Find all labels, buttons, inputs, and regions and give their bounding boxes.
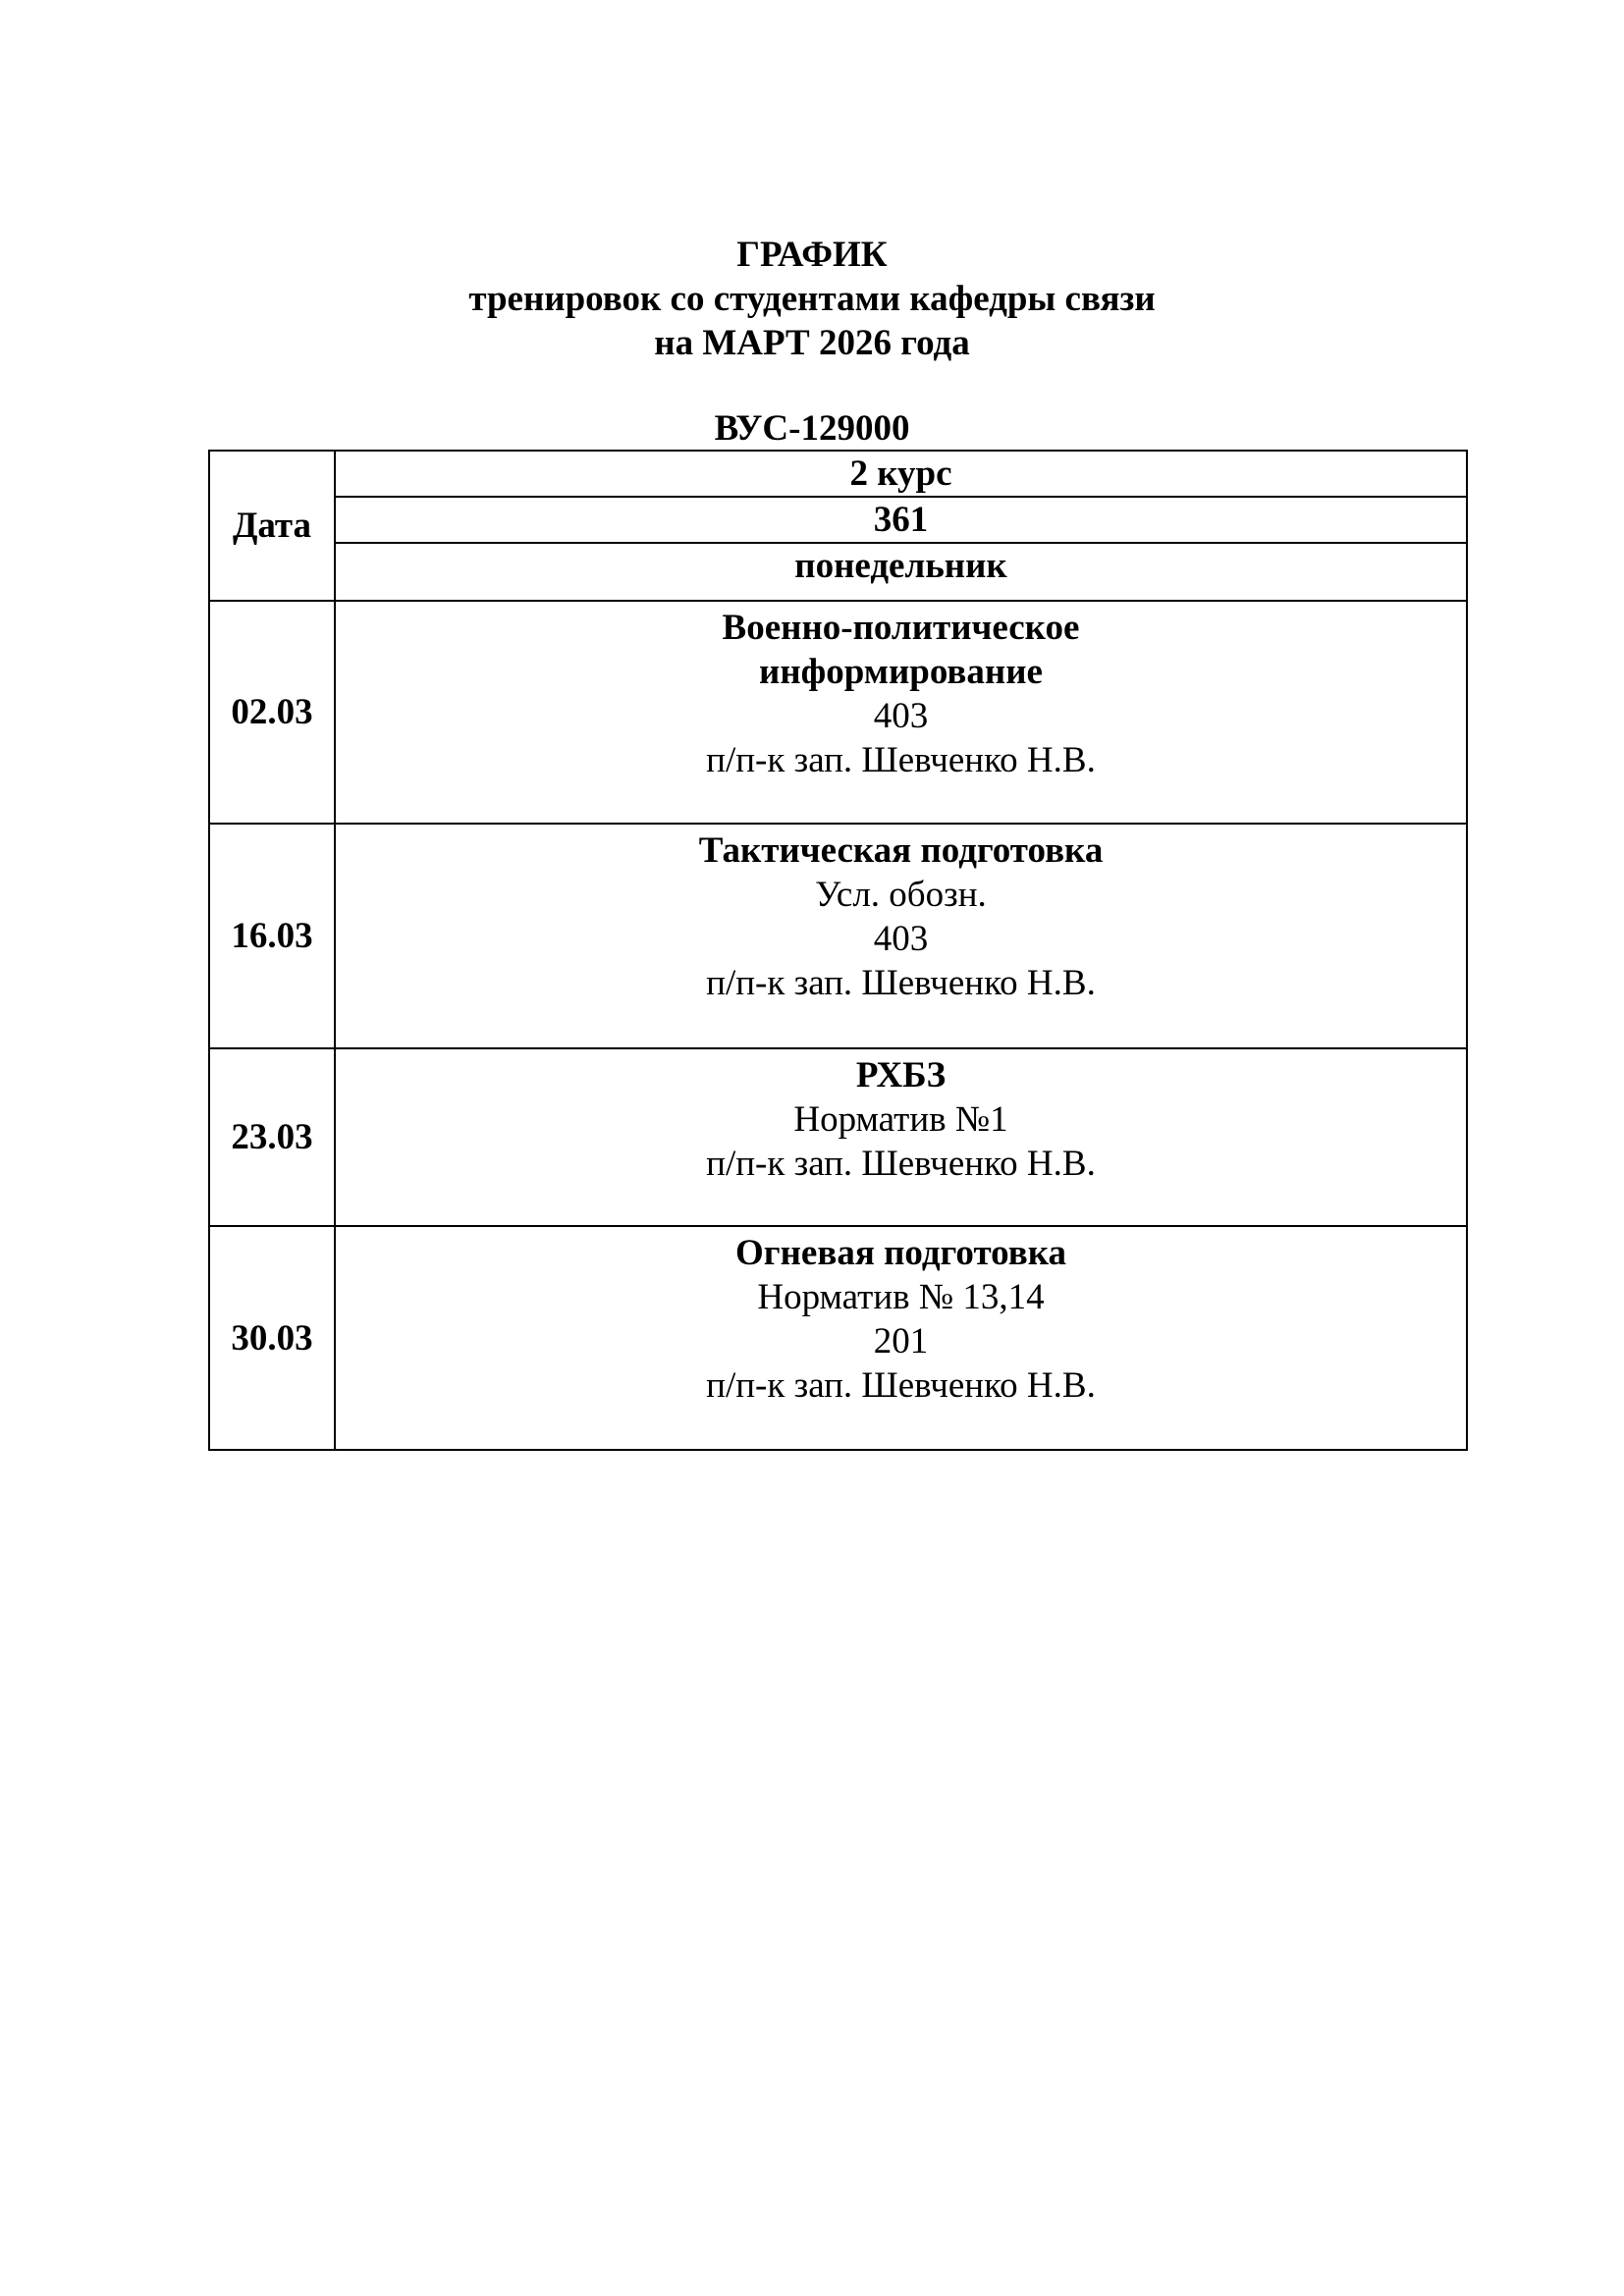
table-row: 23.03 РХБЗ Норматив №1 п/п-к зап. Шевчен… <box>208 1047 1468 1227</box>
table-row: 02.03 Военно-политическое информирование… <box>208 600 1468 825</box>
group-header: 361 <box>334 496 1468 544</box>
title-line-3: на МАРТ 2026 года <box>654 323 970 363</box>
course-header: 2 курс <box>334 450 1468 498</box>
weekday-header: понедельник <box>334 542 1468 602</box>
row-subject: Военно-политическое <box>722 608 1080 648</box>
row-date: 23.03 <box>208 1047 336 1227</box>
table-row: 16.03 Тактическая подготовка Усл. обозн.… <box>208 823 1468 1049</box>
title-line-2: тренировок со студентами кафедры связи <box>468 279 1156 319</box>
date-header: Дата <box>208 450 336 602</box>
row-instructor: п/п-к зап. Шевченко Н.В. <box>706 963 1096 1003</box>
row-topic: Норматив № 13,14 <box>757 1277 1045 1317</box>
row-instructor: п/п-к зап. Шевченко Н.В. <box>706 1365 1096 1406</box>
schedule-table: Дата 2 курс 361 понедельник 02.03 Военно… <box>208 450 1468 1451</box>
row-subject: РХБЗ <box>855 1055 947 1095</box>
table-row: 30.03 Огневая подготовка Норматив № 13,1… <box>208 1225 1468 1451</box>
row-room: 201 <box>873 1321 929 1362</box>
row-date: 16.03 <box>208 823 336 1049</box>
vus-code: ВУС-129000 <box>714 408 910 449</box>
row-subject: Огневая подготовка <box>735 1233 1066 1273</box>
row-instructor: п/п-к зап. Шевченко Н.В. <box>706 740 1096 780</box>
row-room: 403 <box>873 696 929 736</box>
row-subject: информирование <box>759 652 1043 692</box>
row-date: 02.03 <box>208 600 336 825</box>
row-topic: Норматив №1 <box>793 1099 1008 1140</box>
row-room: 403 <box>873 919 929 959</box>
row-topic: Усл. обозн. <box>815 875 987 915</box>
document-title: ГРАФИК тренировок со студентами кафедры … <box>0 233 1624 365</box>
row-instructor: п/п-к зап. Шевченко Н.В. <box>706 1144 1096 1184</box>
title-line-1: ГРАФИК <box>736 235 888 275</box>
row-subject: Тактическая подготовка <box>698 830 1104 871</box>
row-date: 30.03 <box>208 1225 336 1451</box>
